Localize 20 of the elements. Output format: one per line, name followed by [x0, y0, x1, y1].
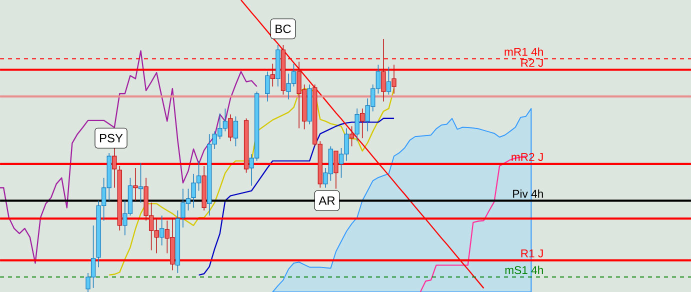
candlestick — [160, 215, 164, 246]
candlestick — [381, 38, 386, 102]
candlestick — [334, 150, 338, 190]
text: BC — [276, 24, 291, 34]
annotation: AR — [318, 196, 335, 205]
candlestick — [233, 116, 238, 147]
candlestick — [228, 114, 233, 142]
candlestick — [138, 162, 144, 204]
candlestick — [349, 126, 354, 147]
candlestick — [265, 71, 270, 102]
candlestick — [270, 63, 275, 87]
candlestick — [386, 66, 392, 96]
annotation: PSY — [100, 134, 123, 142]
candlestick — [112, 148, 117, 188]
ref-line-label: mR1 4h — [504, 48, 543, 56]
candlestick — [360, 108, 365, 139]
ref-line-label: R2 J — [521, 58, 543, 67]
candlestick — [133, 168, 138, 202]
candlestick — [392, 64, 396, 94]
candlestick — [354, 108, 360, 142]
